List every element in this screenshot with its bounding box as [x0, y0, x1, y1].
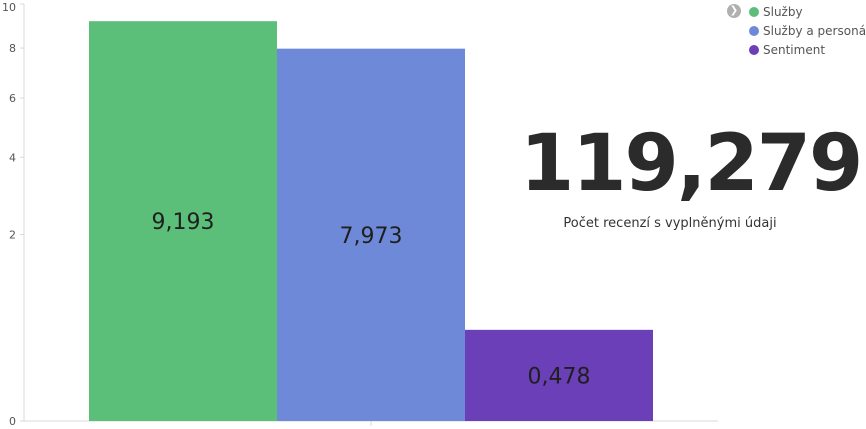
legend-swatch-icon — [749, 25, 759, 36]
bar[interactable] — [89, 21, 277, 422]
legend-item-sluzby-a-personal[interactable]: Služby a personál — [749, 21, 866, 40]
y-tick-label: 8 — [9, 42, 16, 55]
bar-value-label: 7,973 — [340, 224, 403, 249]
legend-item-label: Služby — [763, 4, 803, 19]
legend-item-sluzby[interactable]: Služby — [749, 2, 866, 21]
y-tick-label: 0 — [9, 415, 16, 428]
legend-item-sentiment[interactable]: Sentiment — [749, 40, 866, 59]
y-tick-label: 10 — [2, 1, 16, 14]
kpi-card: 119,279 Počet recenzí s vyplněnými údaji — [520, 118, 863, 231]
bar-value-labels: 9,193 7,973 0,478 — [152, 210, 591, 389]
y-tick-label: 2 — [9, 229, 16, 242]
bar[interactable] — [465, 329, 653, 421]
kpi-label: Počet recenzí s vyplněnými údaji — [563, 216, 777, 231]
bar[interactable] — [277, 48, 465, 422]
legend-collapse-icon[interactable]: ❯ — [727, 4, 741, 18]
y-tick-label: 4 — [9, 151, 16, 164]
legend-swatch-icon — [749, 44, 759, 55]
bars — [89, 21, 653, 422]
legend-list: Služby Služby a personál Sentiment — [749, 2, 866, 59]
y-tick-label: 6 — [9, 92, 16, 105]
legend-item-label: Služby a personál — [763, 23, 866, 38]
kpi-value: 119,279 — [520, 119, 863, 209]
bar-value-label: 9,193 — [152, 210, 215, 235]
bar-value-label: 0,478 — [528, 364, 591, 389]
legend-swatch-icon — [749, 6, 759, 17]
legend-item-label: Sentiment — [763, 42, 826, 57]
